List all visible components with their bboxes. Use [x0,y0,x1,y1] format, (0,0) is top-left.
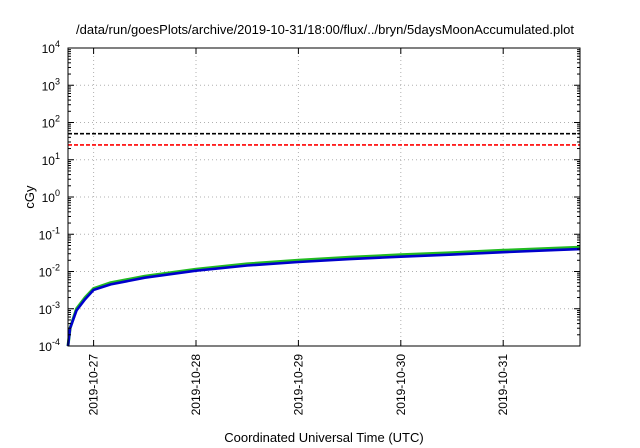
y-tick-label: 10-2 [39,263,60,280]
y-tick-label: 10-1 [39,225,60,242]
x-tick-label: 2019-10-31 [496,354,510,416]
y-tick-label: 102 [42,114,60,131]
x-tick-label: 2019-10-29 [291,354,305,416]
x-tick-label: 2019-10-28 [189,354,203,416]
y-axis-title: cGy [22,185,37,209]
x-axis-title: Coordinated Universal Time (UTC) [224,430,423,445]
y-tick-label: 104 [42,39,60,56]
y-tick-label: 10-4 [39,337,60,354]
y-tick-label: 10-3 [39,300,60,317]
series-line-2 [66,247,581,347]
chart-title: /data/run/goesPlots/archive/2019-10-31/1… [76,22,574,37]
series-lines [66,245,581,347]
y-tick-label: 103 [42,76,60,93]
x-tick-label: 2019-10-27 [87,354,101,416]
y-tick-label: 101 [42,151,60,168]
y-tick-label: 100 [42,188,60,205]
grid [68,48,580,346]
reference-lines [68,132,580,146]
y-axis: 10-4 10-3 10-2 10-1 100 101 102 103 104 [39,39,580,354]
x-tick-label: 2019-10-30 [394,354,408,416]
x-axis: 2019-10-27 2019-10-28 2019-10-29 2019-10-30… [87,48,510,416]
